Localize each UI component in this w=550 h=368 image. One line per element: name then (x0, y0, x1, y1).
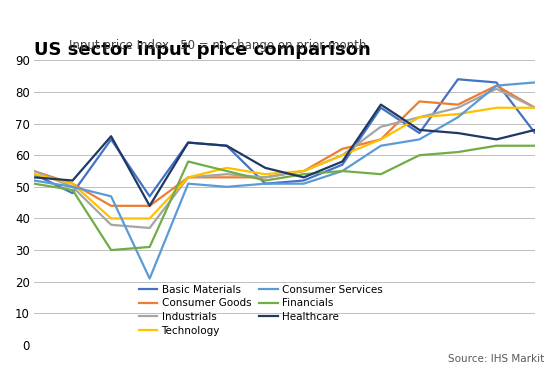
Text: Input price Index,  50 = no change on prior month: Input price Index, 50 = no change on pri… (69, 39, 366, 52)
Legend: Basic Materials, Consumer Goods, Industrials, Technology, Consumer Services, Fin: Basic Materials, Consumer Goods, Industr… (134, 280, 387, 340)
Text: US sector input price comparison: US sector input price comparison (34, 41, 371, 59)
Text: Source: IHS Markit: Source: IHS Markit (448, 354, 544, 364)
